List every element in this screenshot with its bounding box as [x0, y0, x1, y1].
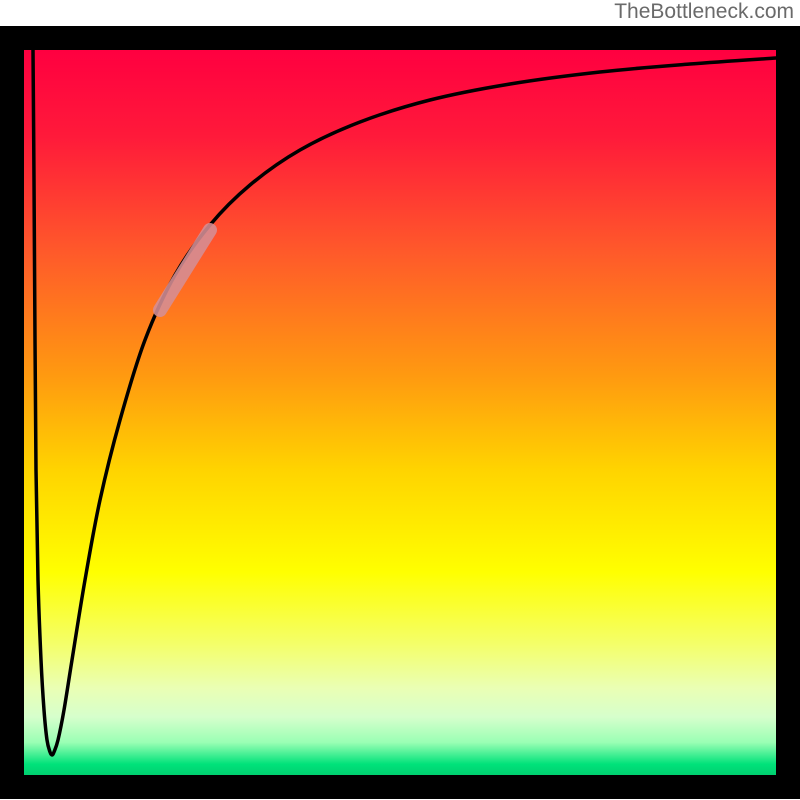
- plot-background: [24, 50, 776, 775]
- attribution-text: TheBottleneck.com: [614, 0, 794, 24]
- bottleneck-chart: [0, 26, 800, 800]
